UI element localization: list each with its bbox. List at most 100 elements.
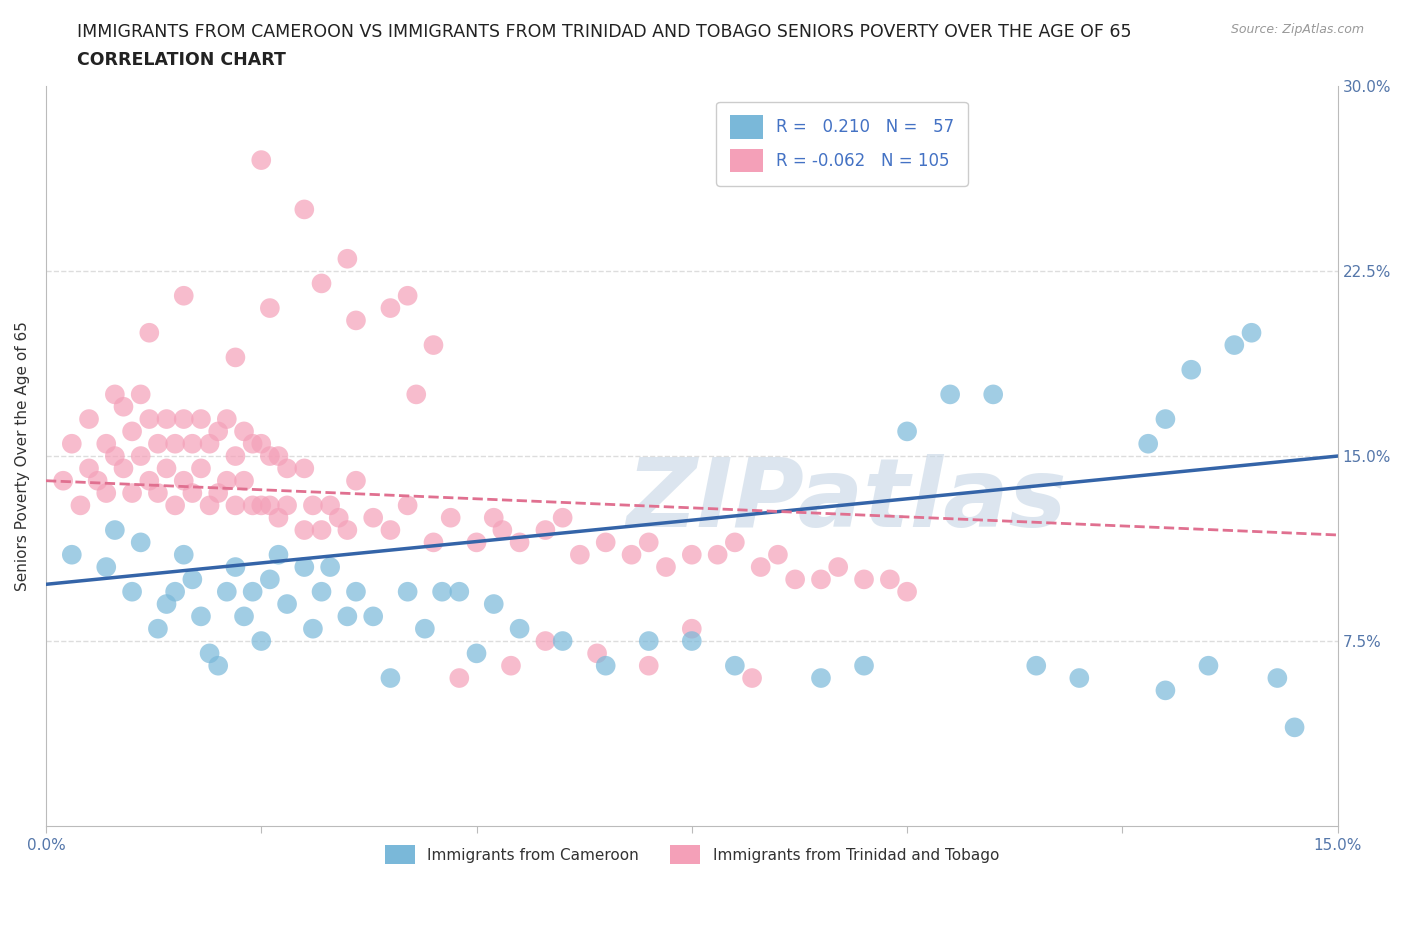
Point xyxy=(165,498,187,512)
Point xyxy=(319,498,342,512)
Point xyxy=(1267,671,1289,685)
Point xyxy=(207,485,229,500)
Point xyxy=(396,498,419,512)
Text: Source: ZipAtlas.com: Source: ZipAtlas.com xyxy=(1230,23,1364,36)
Point xyxy=(509,621,531,636)
Point xyxy=(344,584,367,599)
Point xyxy=(637,633,659,648)
Point xyxy=(121,584,143,599)
Point xyxy=(655,560,678,575)
Point xyxy=(96,485,118,500)
Point xyxy=(681,633,703,648)
Text: IMMIGRANTS FROM CAMEROON VS IMMIGRANTS FROM TRINIDAD AND TOBAGO SENIORS POVERTY : IMMIGRANTS FROM CAMEROON VS IMMIGRANTS F… xyxy=(77,23,1132,41)
Point xyxy=(1154,412,1177,427)
Point xyxy=(104,387,127,402)
Point xyxy=(482,597,505,612)
Point xyxy=(259,300,281,315)
Point xyxy=(181,485,204,500)
Point xyxy=(482,511,505,525)
Point xyxy=(1069,671,1091,685)
Point xyxy=(224,350,246,365)
Point xyxy=(361,609,384,624)
Point xyxy=(380,671,402,685)
Point xyxy=(896,584,918,599)
Point xyxy=(224,560,246,575)
Point xyxy=(405,387,427,402)
Point xyxy=(250,498,273,512)
Point xyxy=(568,547,591,562)
Point xyxy=(465,646,488,661)
Point xyxy=(344,473,367,488)
Point xyxy=(173,473,195,488)
Point xyxy=(1284,720,1306,735)
Point xyxy=(336,523,359,538)
Point xyxy=(1240,326,1263,340)
Point xyxy=(242,436,264,451)
Point xyxy=(981,387,1004,402)
Point xyxy=(104,523,127,538)
Point xyxy=(129,387,152,402)
Point xyxy=(198,646,221,661)
Point xyxy=(361,511,384,525)
Point xyxy=(121,485,143,500)
Point xyxy=(336,251,359,266)
Legend: Immigrants from Cameroon, Immigrants from Trinidad and Tobago: Immigrants from Cameroon, Immigrants fro… xyxy=(378,839,1005,870)
Point xyxy=(242,584,264,599)
Point xyxy=(430,584,453,599)
Point xyxy=(224,448,246,463)
Point xyxy=(121,424,143,439)
Point xyxy=(939,387,962,402)
Point xyxy=(267,547,290,562)
Point xyxy=(1223,338,1246,352)
Point xyxy=(215,584,238,599)
Text: ZIPatlas: ZIPatlas xyxy=(627,454,1067,547)
Point xyxy=(534,633,557,648)
Point xyxy=(449,671,471,685)
Point xyxy=(1154,683,1177,698)
Point xyxy=(465,535,488,550)
Point xyxy=(292,560,315,575)
Y-axis label: Seniors Poverty Over the Age of 65: Seniors Poverty Over the Age of 65 xyxy=(15,321,30,591)
Point xyxy=(96,436,118,451)
Point xyxy=(724,658,747,673)
Point xyxy=(853,572,876,587)
Point xyxy=(190,461,212,476)
Point xyxy=(112,461,135,476)
Point xyxy=(509,535,531,550)
Point xyxy=(276,461,298,476)
Point xyxy=(233,609,256,624)
Point xyxy=(449,584,471,599)
Point xyxy=(422,535,444,550)
Text: CORRELATION CHART: CORRELATION CHART xyxy=(77,51,287,69)
Point xyxy=(681,547,703,562)
Point xyxy=(60,436,83,451)
Point xyxy=(165,584,187,599)
Point xyxy=(422,338,444,352)
Point xyxy=(96,560,118,575)
Point xyxy=(215,473,238,488)
Point xyxy=(396,584,419,599)
Point xyxy=(138,473,160,488)
Point xyxy=(276,498,298,512)
Point xyxy=(173,412,195,427)
Point xyxy=(69,498,91,512)
Point xyxy=(853,658,876,673)
Point xyxy=(233,424,256,439)
Point xyxy=(551,633,574,648)
Point xyxy=(52,473,75,488)
Point xyxy=(620,547,643,562)
Point xyxy=(165,436,187,451)
Point xyxy=(1137,436,1160,451)
Point xyxy=(534,523,557,538)
Point xyxy=(302,498,325,512)
Point xyxy=(380,523,402,538)
Point xyxy=(879,572,901,587)
Point xyxy=(233,473,256,488)
Point xyxy=(198,498,221,512)
Point xyxy=(155,597,177,612)
Point xyxy=(259,448,281,463)
Point xyxy=(440,511,463,525)
Point xyxy=(155,461,177,476)
Point xyxy=(190,412,212,427)
Point xyxy=(380,300,402,315)
